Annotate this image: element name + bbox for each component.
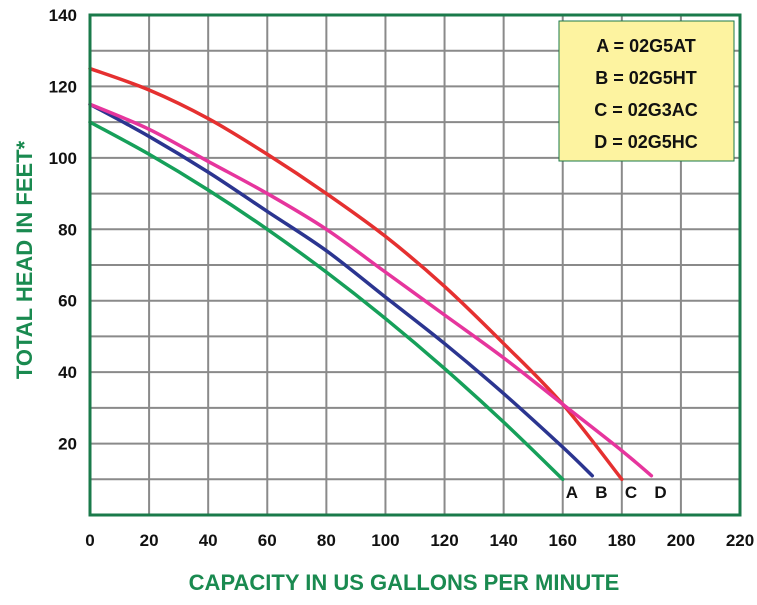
- y-axis-title: TOTAL HEAD IN FEET*: [12, 140, 37, 379]
- y-tick-label: 40: [58, 363, 77, 382]
- x-tick-label: 80: [317, 531, 336, 550]
- legend-entry-b: B = 02G5HT: [595, 68, 697, 88]
- x-tick-label: 20: [140, 531, 159, 550]
- x-tick-label: 60: [258, 531, 277, 550]
- series-end-label-c: C: [625, 483, 637, 502]
- x-axis-ticks: 0 20 40 60 80 100 120 140 160 180 200 220: [85, 531, 754, 550]
- x-tick-label: 0: [85, 531, 94, 550]
- x-tick-label: 100: [371, 531, 399, 550]
- y-tick-label: 120: [49, 77, 77, 96]
- x-tick-label: 140: [489, 531, 517, 550]
- legend-entry-a: A = 02G5AT: [596, 36, 696, 56]
- series-end-label-a: A: [566, 483, 578, 502]
- y-axis-ticks: 20 40 60 80 100 120 140: [49, 6, 77, 454]
- y-tick-label: 80: [58, 220, 77, 239]
- legend: A = 02G5AT B = 02G5HT C = 02G3AC D = 02G…: [558, 20, 735, 162]
- series-line-c: [88, 66, 624, 482]
- x-tick-label: 220: [726, 531, 754, 550]
- series-line-d: [88, 102, 654, 478]
- plot-frame: [88, 13, 742, 517]
- legend-box: [558, 20, 735, 162]
- y-tick-label: 140: [49, 6, 77, 25]
- y-tick-label: 20: [58, 435, 77, 454]
- y-tick-label: 60: [58, 292, 77, 311]
- legend-entry-c: C = 02G3AC: [594, 100, 698, 120]
- series-lines: [88, 66, 654, 482]
- x-axis-title: CAPACITY IN US GALLONS PER MINUTE: [189, 570, 620, 595]
- x-tick-label: 200: [667, 531, 695, 550]
- series-end-label-d: D: [654, 483, 666, 502]
- x-tick-label: 160: [549, 531, 577, 550]
- legend-entry-d: D = 02G5HC: [594, 132, 698, 152]
- y-tick-label: 100: [49, 149, 77, 168]
- x-tick-label: 180: [608, 531, 636, 550]
- series-end-label-b: B: [595, 483, 607, 502]
- series-line-a: [88, 120, 565, 482]
- x-tick-label: 40: [199, 531, 218, 550]
- series-line-b: [88, 102, 595, 478]
- x-tick-label: 120: [430, 531, 458, 550]
